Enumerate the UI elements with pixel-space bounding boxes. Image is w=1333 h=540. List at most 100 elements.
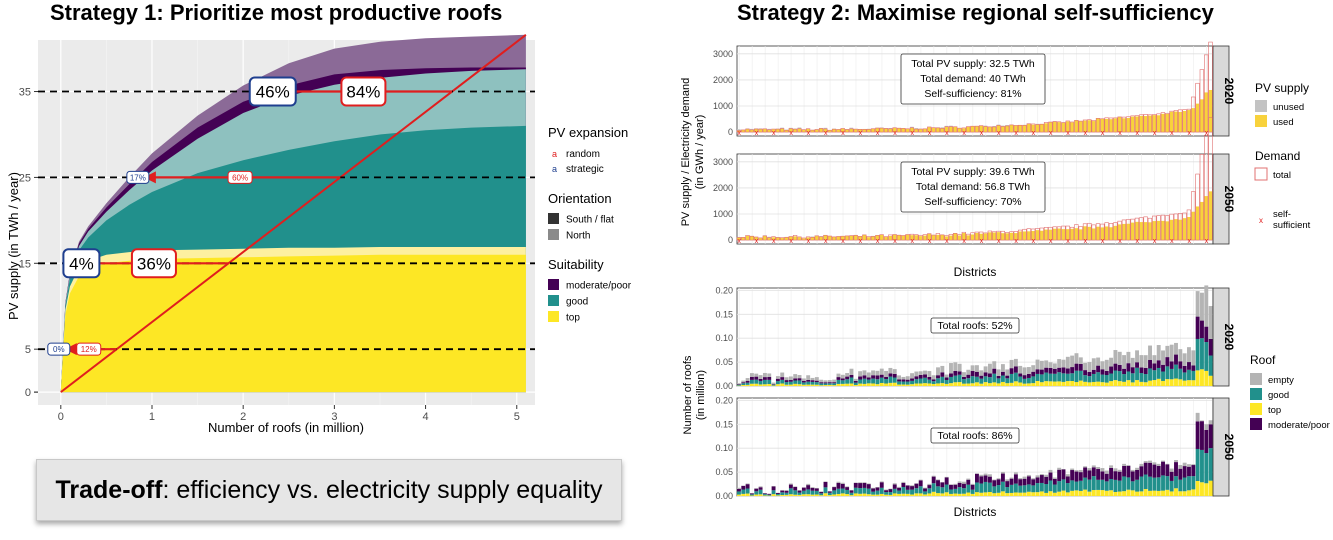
bar-used	[1105, 226, 1109, 240]
bar-used	[1174, 219, 1178, 240]
y-tick-label: 2000	[713, 183, 733, 193]
bar-empty	[1165, 464, 1169, 465]
bar-top	[789, 494, 793, 496]
bar-moderate-poor	[750, 377, 754, 380]
bar-top	[1135, 380, 1139, 386]
bar-top	[737, 495, 741, 496]
bar-top	[979, 384, 983, 386]
bar-top	[910, 494, 914, 496]
bar-good	[767, 380, 771, 384]
bar-top	[1036, 492, 1040, 496]
bar-used	[776, 129, 780, 132]
bar-empty	[901, 377, 905, 379]
bar-good	[737, 491, 741, 494]
self-sufficient-marker: x	[1014, 130, 1018, 137]
bar-moderate-poor	[1062, 367, 1066, 373]
bar-empty	[1139, 464, 1143, 466]
bar-good	[1135, 368, 1139, 380]
bar-moderate-poor	[1187, 362, 1191, 370]
y-tick-label: 0.05	[715, 467, 733, 477]
bar-used	[1036, 230, 1040, 240]
bar-moderate-poor	[988, 373, 992, 377]
bar-good	[867, 380, 871, 384]
bar-moderate-poor	[1165, 357, 1169, 366]
bar-moderate-poor	[1209, 424, 1213, 448]
bar-used	[867, 237, 871, 240]
bar-good	[1113, 371, 1117, 381]
random-label: 84%	[341, 78, 385, 106]
bar-top	[824, 493, 828, 496]
bar-moderate-poor	[897, 488, 901, 491]
bar-good	[785, 493, 789, 495]
bar-moderate-poor	[1053, 369, 1057, 374]
bar-top	[880, 383, 884, 386]
bar-empty	[997, 478, 1001, 479]
bar-top	[962, 384, 966, 386]
bar-moderate-poor	[979, 376, 983, 379]
x-tick-label: 5	[514, 411, 520, 423]
bar-good	[1083, 478, 1087, 490]
self-sufficient-marker: x	[1187, 130, 1191, 137]
bar-moderate-poor	[1122, 466, 1126, 477]
bar-good	[1178, 369, 1182, 380]
bar-good	[914, 379, 918, 383]
bar-good	[1161, 475, 1165, 490]
bar-good	[936, 486, 940, 493]
bar-top	[798, 495, 802, 496]
legend-key: x	[1259, 216, 1263, 225]
bar-moderate-poor	[1027, 374, 1031, 378]
bar-good	[979, 379, 983, 384]
bar-good	[988, 483, 992, 492]
tradeoff-bold: Trade-off	[56, 476, 163, 505]
bar-empty	[1105, 471, 1109, 474]
bar-top	[759, 494, 763, 496]
bar-used	[992, 127, 996, 132]
bar-good	[1196, 449, 1200, 481]
self-sufficient-marker: x	[962, 130, 966, 137]
self-sufficient-marker: x	[807, 130, 811, 137]
bar-empty	[793, 486, 797, 487]
bar-moderate-poor	[923, 488, 927, 491]
bar-used	[828, 236, 832, 240]
bar-moderate-poor	[815, 488, 819, 490]
bar-used	[1139, 222, 1143, 240]
bar-moderate-poor	[880, 375, 884, 378]
bar-used	[1183, 218, 1187, 240]
summary-line: Total roofs: 52%	[937, 320, 1012, 332]
bar-empty	[975, 365, 979, 372]
panel-strip-label: 2020	[1222, 78, 1236, 105]
bar-top	[1088, 492, 1092, 496]
bar-empty	[1170, 345, 1174, 362]
bar-good	[984, 482, 988, 492]
bar-top	[1122, 491, 1126, 496]
bar-top	[828, 385, 832, 386]
bar-empty	[1036, 360, 1040, 370]
bar-moderate-poor	[923, 374, 927, 377]
bar-good	[949, 489, 953, 493]
bar-good	[798, 493, 802, 495]
bar-moderate-poor	[927, 377, 931, 380]
bar-good	[1075, 482, 1079, 491]
bar-moderate-poor	[1135, 362, 1139, 368]
bar-empty	[1109, 358, 1113, 367]
bar-moderate-poor	[806, 485, 810, 489]
tradeoff-box: Trade-off: efficiency vs. electricity su…	[36, 459, 622, 521]
bar-empty	[988, 474, 992, 476]
bar-empty	[1144, 355, 1148, 368]
bar-empty	[789, 376, 793, 380]
bar-empty	[923, 488, 927, 489]
y-axis-label: PV supply (in TWh / year)	[6, 172, 21, 320]
bar-good	[837, 380, 841, 384]
bar-good	[979, 483, 983, 492]
bar-empty	[919, 480, 923, 481]
bar-good	[1070, 480, 1074, 490]
random-label-text: 60%	[232, 173, 248, 182]
bar-moderate-poor	[992, 369, 996, 374]
bar-empty	[811, 378, 815, 380]
legend-label: good	[1268, 390, 1289, 401]
bar-moderate-poor	[1161, 365, 1165, 372]
bar-good	[1066, 483, 1070, 492]
bar-good	[845, 379, 849, 383]
bar-top	[1079, 491, 1083, 496]
bar-empty	[992, 480, 996, 481]
